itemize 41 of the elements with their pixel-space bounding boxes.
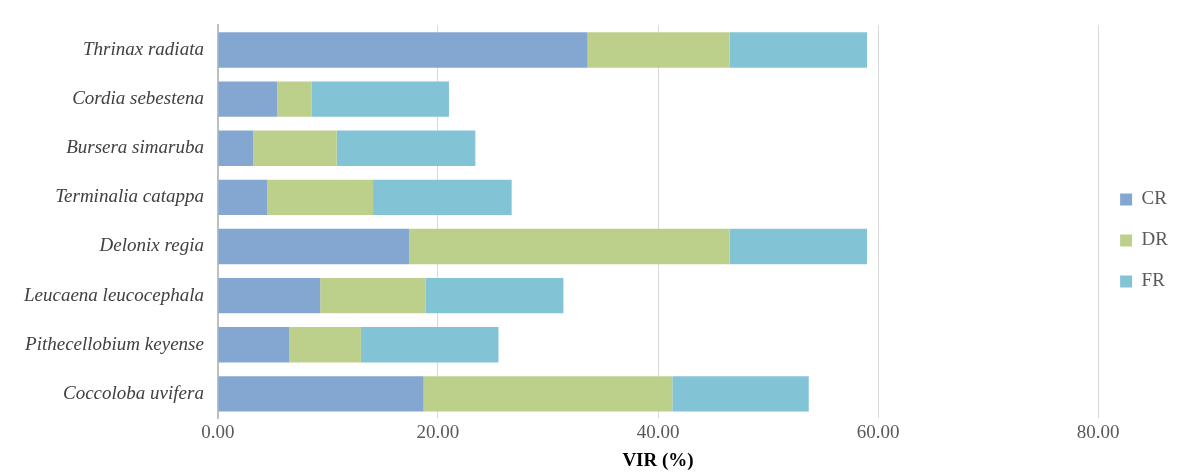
bar [218,376,424,412]
bar [336,130,476,166]
bar [218,32,588,68]
x-tick-label: 60.00 [856,420,900,442]
y-tick-label: Leucaena leucocephala [23,283,204,305]
bar [218,81,278,117]
legend-label: CR [1141,187,1168,209]
y-tick-label: Thrinax radiata [83,37,204,59]
bar [729,32,868,68]
bar [218,327,290,363]
bar [587,32,730,68]
bar [373,179,512,216]
bar [360,327,499,363]
bar [409,228,730,265]
bar [267,179,374,216]
y-tick-label: Pithecellobium keyense [24,332,204,354]
y-tick-label: Bursera simaruba [66,136,204,158]
legend-label: FR [1141,269,1166,291]
y-tick-label: Coccoloba uvifera [63,381,204,403]
legend-label: DR [1141,228,1169,250]
bar [218,277,321,314]
bar [277,81,312,117]
y-tick-label: Cordia sebestena [72,87,204,109]
bar [672,376,809,412]
x-tick-label: 0.00 [201,420,235,442]
y-tick-label: Terminalia catappa [55,185,204,207]
bar [311,81,449,117]
bar [218,228,410,265]
bar [253,130,337,166]
x-axis-title: VIR (%) [622,448,694,471]
bar [218,179,268,216]
x-tick-label: 80.00 [1076,420,1120,442]
bar [289,327,361,363]
bar [425,277,564,314]
x-tick-label: 40.00 [636,420,680,442]
x-tick-label: 20.00 [416,420,460,442]
bar [320,277,426,314]
bar [218,130,254,166]
y-tick-label: Delonix regia [98,234,204,256]
bar [423,376,673,412]
bar [729,228,868,265]
